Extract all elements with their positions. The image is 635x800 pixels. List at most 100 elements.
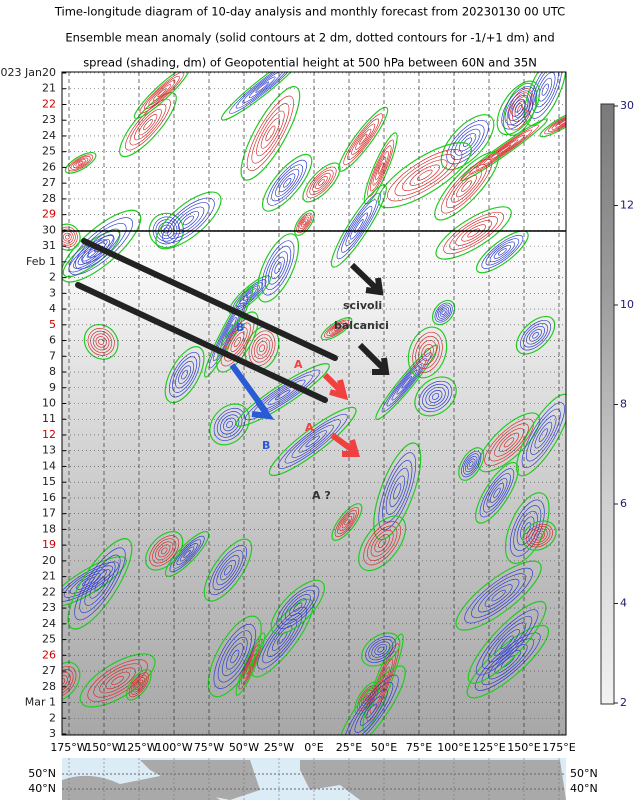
contour [75,159,86,167]
y-tick-label: 7 [49,349,56,362]
contour [229,72,296,114]
contour [369,145,392,192]
contour [370,529,394,557]
contour [181,369,189,380]
contour [409,164,440,186]
contour [438,306,450,319]
y-tick-label: 22 [42,585,56,598]
zero-contour [240,86,301,181]
zero-contour [268,406,357,477]
contour [267,251,288,285]
zero-contour [62,661,81,702]
contour [503,437,515,448]
contour [284,419,341,464]
contour [528,526,551,546]
contour [387,149,463,202]
contour [271,164,304,202]
chart-title: Time-longitude diagram of 10-day analysi… [54,5,565,19]
contour [212,550,244,591]
contour [464,567,533,624]
x-tick-label: 100°E [437,741,470,754]
zero-contour [338,106,389,172]
arrow [349,262,384,296]
contour [172,206,205,235]
contour [458,133,477,152]
zero-contour [516,393,566,477]
contour [377,162,384,175]
contour [461,450,482,478]
contour [246,95,294,172]
y-tick-label: 12 [42,428,56,441]
arrow [357,342,390,375]
contour [391,364,422,401]
contour [160,547,168,555]
contour [373,658,393,707]
contour [267,159,307,206]
contour [62,230,74,244]
zero-contour [209,403,250,446]
contour [428,390,443,403]
contour [544,111,566,135]
contour [175,360,195,389]
contour [213,623,256,689]
contour [489,423,529,462]
contour [440,158,493,214]
x-tick-label: 75°W [194,741,224,754]
contour [298,430,327,453]
contour [143,75,180,110]
x-tick-label: 125°E [472,741,505,754]
y-tick-label: 2 [49,711,56,724]
zero-contour [228,275,271,315]
contour [469,124,540,175]
contour [248,76,276,99]
contour [531,72,559,113]
contour [511,96,529,123]
contour [92,333,110,351]
contour [514,103,523,113]
zero-contour [270,579,325,635]
contour [477,578,520,613]
contour [520,320,552,351]
contour [149,535,180,567]
contour [446,120,489,165]
annotation: scivoli [343,299,382,312]
trough-line [75,282,328,403]
contour [62,665,77,698]
contour [305,435,320,448]
y-tick-label: 21 [42,82,56,95]
y-tick-label: Feb 1 [26,255,56,268]
contour [274,389,291,401]
zero-contour [455,560,542,631]
contour [276,585,320,629]
contour [359,696,383,726]
map-label: 50°N [570,767,598,780]
contour [485,238,520,266]
y-tick-label: 3 [49,727,56,740]
contour [434,302,453,323]
contour [494,628,520,656]
y-tick-label: 11 [42,412,56,425]
contour [415,335,440,369]
contour [471,573,527,618]
zero-contour [216,311,259,373]
contour [354,219,364,233]
contour [555,117,566,128]
contour [443,211,505,255]
y-tick-label: 27 [42,176,56,189]
contour [377,646,385,653]
contour [168,352,201,398]
contour [98,338,105,345]
zero-contour [250,598,314,678]
arrow [229,363,275,420]
y-tick-label: 20 [42,554,56,567]
y-tick-label: 3 [49,286,56,299]
contour [152,84,172,102]
grid [62,72,566,735]
map-label: 40°N [570,782,598,795]
x-tick-label: 125°W [120,741,157,754]
contour [441,310,446,315]
y-tick-label: 23 [42,113,56,126]
contour [251,103,290,164]
contour [418,380,453,413]
